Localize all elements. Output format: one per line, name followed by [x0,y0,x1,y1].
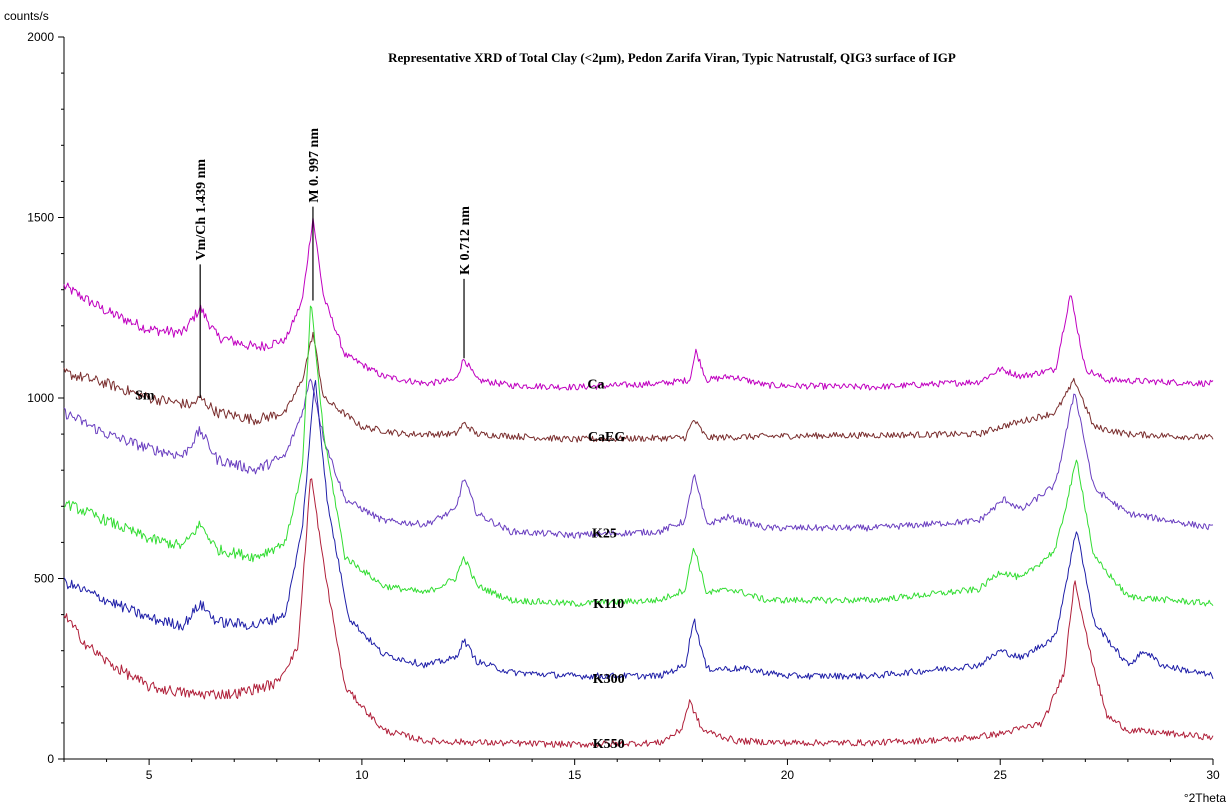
x-tick-label: 10 [355,768,369,782]
chart-title: Representative XRD of Total Clay (<2µm),… [388,50,956,65]
series-label: Ca [587,378,604,393]
x-tick-label: 15 [568,768,582,782]
series-line-k110 [63,305,1214,607]
series-label: K110 [593,597,624,612]
series-group [63,217,1214,748]
series-line-k300 [63,380,1214,680]
x-tick-label: 30 [1206,768,1220,782]
peak-annotations: Vm/Ch 1.439 nm M 0. 997 nm K 0.712 nm [194,128,473,398]
peak-label: M 0. 997 nm [307,128,322,203]
y-tick-label: 500 [34,572,54,586]
series-label: K300 [593,672,625,687]
series-label: Sm [135,388,155,403]
series-line-k550 [63,478,1214,748]
y-tick-label: 1000 [27,391,54,405]
x-ticks: 5 10 15 20 25 30 [63,759,1220,782]
y-tick-label: 2000 [27,30,54,44]
series-line-caeg [63,331,1214,443]
x-tick-label: 5 [146,768,153,782]
x-axis-label: °2Theta [1184,791,1226,805]
x-tick-label: 25 [994,768,1008,782]
x-tick-label: 20 [781,768,795,782]
y-tick-label: 0 [47,752,54,766]
series-label: CaEG [588,430,625,445]
series-labels: Ca CaEG K25 K110 K300 K550 Sm [135,378,625,753]
series-label: K550 [593,737,625,752]
series-line-ca [63,217,1214,391]
y-tick-label: 1500 [27,211,54,225]
y-axis-label: counts/s [4,9,49,23]
series-line-k25 [63,378,1214,539]
peak-label: K 0.712 nm [458,206,473,275]
series-label: K25 [592,526,617,541]
peak-label: Vm/Ch 1.439 nm [194,159,209,261]
y-ticks: 0 500 1000 1500 2000 [27,30,64,766]
